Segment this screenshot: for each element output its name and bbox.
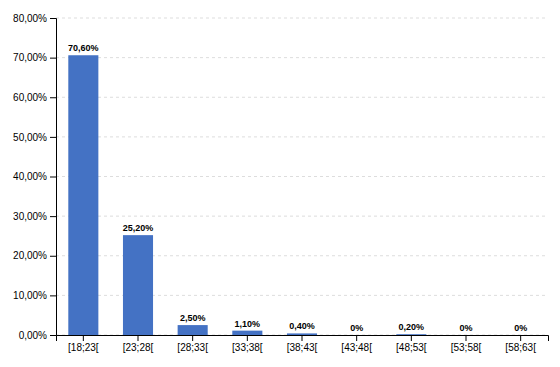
x-tick-mark (302, 335, 303, 341)
x-tick: [43;48[ (341, 335, 372, 353)
data-label: 1,10% (235, 319, 261, 329)
x-tick-mark (520, 335, 521, 341)
bar (506, 335, 536, 336)
data-label: 0,20% (399, 322, 425, 332)
bar (287, 333, 317, 335)
bar (342, 335, 372, 336)
data-label: 0% (514, 323, 527, 333)
bars (68, 55, 426, 335)
y-tick: 50,00% (13, 132, 56, 143)
y-tick-mark (50, 216, 56, 217)
x-tick: [48;53[ (396, 335, 427, 353)
y-tick-label: 30,00% (13, 211, 47, 222)
y-tick: 30,00% (13, 211, 56, 222)
data-labels: 70,60% 25,20% 2,50% 1,10% 0,40% 0% 0,20% 0% 0% (68, 43, 527, 333)
data-label: 0% (350, 323, 363, 333)
x-tick: [38;43[ (287, 335, 318, 353)
y-tick: 40,00% (13, 171, 56, 182)
y-tick: 60,00% (13, 92, 56, 103)
x-tick: [23;28[ (123, 335, 154, 353)
x-tick-label: [48;53[ (396, 342, 427, 353)
x-tick-mark (411, 335, 412, 341)
y-axis-line (50, 19, 57, 336)
x-tick: [53;58[ (451, 335, 482, 353)
x-tick-label: [53;58[ (451, 342, 482, 353)
bar (68, 55, 98, 335)
x-tick-label: [43;48[ (341, 342, 372, 353)
y-tick-label: 40,00% (13, 171, 47, 182)
grid-line (56, 176, 548, 177)
chart: 0,00% 10,00% 20,00% 30,00% 40,00% 50,00% 60,00… (0, 0, 560, 367)
x-axis: [18;23[ [23;28[ [28;33[ [33;38[ [38;43[ [43;4… (57, 335, 549, 353)
x-tick-label: [18;23[ (68, 342, 99, 353)
y-tick-label: 60,00% (13, 92, 47, 103)
bar (123, 235, 153, 335)
y-tick-mark (50, 137, 56, 138)
data-label: 70,60% (68, 43, 99, 53)
bar (232, 331, 262, 335)
data-label: 0% (459, 323, 472, 333)
data-label: 25,20% (123, 223, 154, 233)
grid-line (56, 216, 548, 217)
x-tick: [33;38[ (232, 335, 263, 353)
x-tick-mark (192, 335, 193, 341)
y-axis: 0,00% 10,00% 20,00% 30,00% 40,00% 50,00% 60,00… (13, 13, 56, 341)
x-tick-mark (138, 335, 139, 341)
y-tick-label: 80,00% (13, 13, 47, 24)
x-tick-mark (83, 335, 84, 341)
y-tick-label: 70,00% (13, 52, 47, 63)
x-tick-label: [28;33[ (177, 342, 208, 353)
y-tick-mark (50, 177, 56, 178)
x-tick-label: [38;43[ (287, 342, 318, 353)
y-tick-mark (50, 18, 56, 19)
x-tick-label: [58;63[ (505, 342, 536, 353)
y-tick: 0,00% (19, 330, 56, 341)
y-tick-mark (50, 256, 56, 257)
bar (178, 325, 208, 335)
x-tick: [28;33[ (177, 335, 208, 353)
y-tick-label: 20,00% (13, 250, 47, 261)
y-tick-mark (50, 335, 56, 336)
x-tick: [18;23[ (68, 335, 99, 353)
grid-line (56, 57, 548, 58)
y-tick: 20,00% (13, 250, 56, 261)
x-tick-label: [23;28[ (123, 342, 154, 353)
grid (56, 18, 548, 335)
y-tick-label: 50,00% (13, 132, 47, 143)
y-tick-mark (50, 97, 56, 98)
data-label: 2,50% (180, 313, 206, 323)
y-tick-mark (50, 295, 56, 296)
plot: 0,00% 10,00% 20,00% 30,00% 40,00% 50,00% 60,00… (13, 13, 548, 353)
grid-line (56, 18, 548, 19)
x-tick-mark (247, 335, 248, 341)
y-tick-label: 0,00% (19, 330, 47, 341)
bar (451, 335, 481, 336)
data-label: 0,40% (289, 321, 315, 331)
grid-line (56, 136, 548, 137)
y-tick-label: 10,00% (13, 290, 47, 301)
y-tick: 70,00% (13, 52, 56, 63)
y-tick: 10,00% (13, 290, 56, 301)
x-tick-mark (466, 335, 467, 341)
x-axis-line (57, 336, 549, 342)
grid-line (56, 97, 548, 98)
x-tick: [58;63[ (505, 335, 536, 353)
y-tick: 80,00% (13, 13, 56, 24)
y-tick-mark (50, 58, 56, 59)
x-tick-mark (356, 335, 357, 341)
bar (396, 334, 426, 335)
x-tick-label: [33;38[ (232, 342, 263, 353)
